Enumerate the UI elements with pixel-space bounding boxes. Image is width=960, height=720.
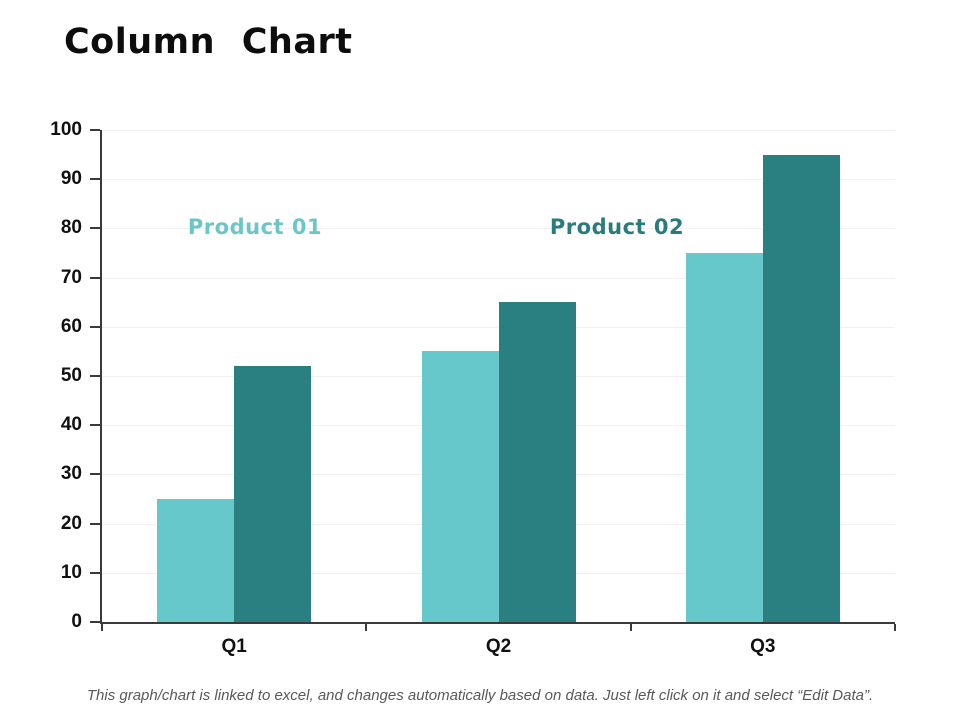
y-tick [90, 325, 100, 328]
x-tick [365, 624, 368, 631]
y-tick [90, 375, 100, 377]
y-tick [90, 178, 100, 181]
y-tick-label: 0 [71, 611, 82, 632]
gridline [102, 277, 895, 279]
gridline [102, 179, 895, 181]
y-tick [90, 621, 100, 623]
y-tick [90, 424, 100, 427]
y-tick-label: 60 [60, 315, 82, 337]
x-category-label: Q3 [750, 636, 776, 657]
bar-product-01[interactable] [421, 351, 499, 624]
gridline [102, 130, 895, 131]
bar-product-02[interactable] [762, 154, 840, 624]
series-label: Product 01 [187, 215, 323, 239]
y-tick-label: 40 [60, 414, 82, 436]
y-tick [90, 473, 100, 476]
y-tick [90, 276, 100, 279]
y-tick [90, 227, 100, 230]
y-tick [90, 129, 100, 131]
bar-product-01[interactable] [157, 499, 235, 624]
x-axis [100, 622, 895, 624]
y-tick-label: 50 [60, 365, 82, 386]
x-category-label: Q2 [485, 636, 512, 657]
page-title: Column Chart [64, 22, 353, 62]
x-category-label: Q1 [221, 636, 247, 657]
y-tick-label: 20 [60, 512, 82, 534]
y-tick-label: 100 [50, 119, 82, 140]
bar-product-02[interactable] [498, 302, 576, 624]
footer-note: This graph/chart is linked to excel, and… [86, 687, 874, 704]
y-tick-label: 80 [60, 217, 82, 239]
y-tick [90, 522, 100, 525]
x-tick [894, 624, 896, 631]
y-tick-label: 70 [60, 266, 82, 288]
x-tick [629, 624, 632, 631]
y-tick-label: 30 [60, 463, 82, 485]
gridline [102, 228, 895, 230]
bar-product-02[interactable] [234, 366, 312, 624]
y-axis [100, 130, 102, 624]
bar-product-01[interactable] [685, 253, 763, 624]
y-tick-label: 90 [60, 168, 82, 190]
series-label: Product 02 [549, 215, 685, 239]
x-tick [101, 624, 103, 631]
y-tick-label: 10 [60, 561, 82, 583]
y-tick [90, 571, 100, 574]
